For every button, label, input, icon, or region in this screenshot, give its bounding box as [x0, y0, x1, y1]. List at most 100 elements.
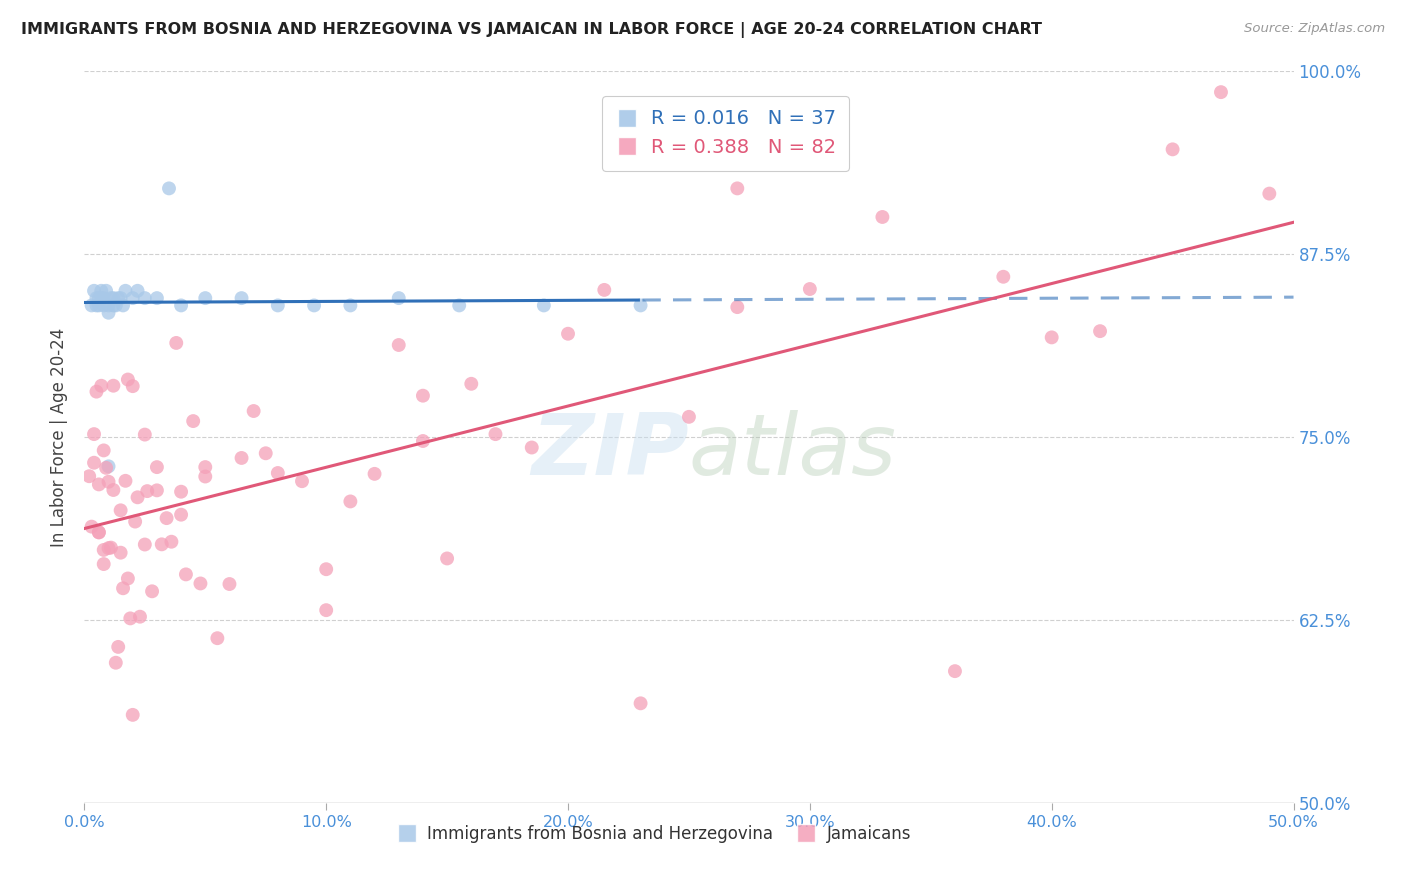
Point [1088, 324, 1111, 338]
Point [136, 484, 159, 499]
Y-axis label: In Labor Force | Age 20-24: In Labor Force | Age 20-24 [51, 327, 69, 547]
Point [87, 291, 110, 305]
Point [943, 664, 966, 678]
Point [93, 543, 115, 558]
Point [134, 427, 156, 442]
Point [112, 581, 135, 595]
Point [181, 414, 204, 428]
Point [97, 459, 120, 474]
Point [110, 291, 132, 305]
Point [194, 291, 217, 305]
Point [165, 335, 187, 350]
Point [94, 460, 117, 475]
Point [134, 291, 156, 305]
Point [388, 291, 411, 305]
Point [87, 525, 110, 540]
Point [114, 474, 136, 488]
Point [107, 640, 129, 654]
Point [100, 291, 122, 305]
Point [1209, 85, 1232, 99]
Point [97, 298, 120, 312]
Point [436, 551, 458, 566]
Point [112, 298, 135, 312]
Point [218, 577, 240, 591]
Point [242, 404, 264, 418]
Point [412, 389, 434, 403]
Point [83, 456, 105, 470]
Point [100, 541, 122, 555]
Point [86, 384, 108, 399]
Point [170, 298, 193, 312]
Point [190, 576, 212, 591]
Point [449, 298, 471, 312]
Point [121, 291, 143, 305]
Point [339, 298, 361, 312]
Point [1161, 142, 1184, 156]
Point [93, 557, 115, 571]
Point [339, 494, 361, 508]
Point [146, 291, 169, 305]
Point [83, 427, 105, 442]
Point [134, 537, 156, 551]
Point [484, 427, 506, 442]
Point [678, 409, 700, 424]
Point [87, 477, 110, 491]
Point [630, 298, 652, 312]
Point [83, 284, 105, 298]
Point [1258, 186, 1281, 201]
Point [194, 469, 217, 483]
Point [363, 467, 385, 481]
Point [117, 372, 139, 386]
Point [533, 298, 555, 312]
Point [267, 466, 290, 480]
Point [110, 546, 132, 560]
Text: Source: ZipAtlas.com: Source: ZipAtlas.com [1244, 22, 1385, 36]
Point [77, 469, 100, 483]
Text: atlas: atlas [689, 410, 897, 493]
Point [520, 441, 543, 455]
Point [103, 483, 125, 497]
Point [155, 511, 177, 525]
Point [90, 291, 112, 305]
Point [121, 707, 143, 722]
Point [460, 376, 482, 391]
Point [87, 298, 110, 312]
Point [141, 584, 163, 599]
Point [121, 379, 143, 393]
Point [1040, 330, 1063, 344]
Point [103, 298, 125, 312]
Point [90, 284, 112, 298]
Point [86, 298, 108, 312]
Point [146, 460, 169, 475]
Point [107, 291, 129, 305]
Point [593, 283, 616, 297]
Point [94, 284, 117, 298]
Point [90, 378, 112, 392]
Point [291, 474, 314, 488]
Point [231, 291, 253, 305]
Point [146, 483, 169, 498]
Point [103, 378, 125, 392]
Point [170, 508, 193, 522]
Point [872, 210, 894, 224]
Point [557, 326, 579, 341]
Point [150, 537, 173, 551]
Point [174, 567, 197, 582]
Legend: Immigrants from Bosnia and Herzegovina, Jamaicans: Immigrants from Bosnia and Herzegovina, … [388, 818, 918, 849]
Point [267, 298, 290, 312]
Point [117, 572, 139, 586]
Point [120, 611, 142, 625]
Point [80, 298, 103, 312]
Point [254, 446, 277, 460]
Point [80, 519, 103, 533]
Point [194, 460, 217, 475]
Point [302, 298, 325, 312]
Point [127, 491, 149, 505]
Point [110, 503, 132, 517]
Point [93, 443, 115, 458]
Point [104, 298, 127, 312]
Point [630, 696, 652, 710]
Point [170, 484, 193, 499]
Point [93, 291, 115, 305]
Point [315, 603, 337, 617]
